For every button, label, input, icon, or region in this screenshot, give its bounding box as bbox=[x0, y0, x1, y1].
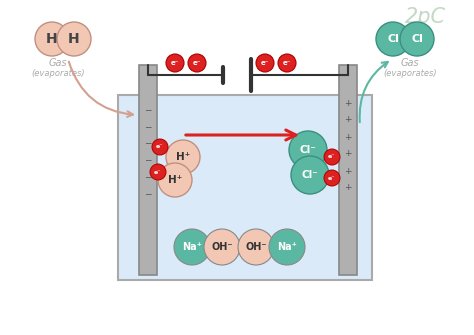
Text: −: − bbox=[144, 138, 152, 147]
Text: Cl⁻: Cl⁻ bbox=[300, 145, 316, 155]
Text: Gas: Gas bbox=[49, 58, 67, 68]
Text: e⁻: e⁻ bbox=[328, 154, 336, 159]
Text: +: + bbox=[344, 116, 352, 125]
Circle shape bbox=[289, 131, 327, 169]
Text: +: + bbox=[344, 166, 352, 176]
Text: +: + bbox=[344, 98, 352, 108]
Bar bbox=[339, 65, 357, 275]
Bar bbox=[118, 95, 372, 280]
Circle shape bbox=[278, 54, 296, 72]
Text: +: + bbox=[344, 149, 352, 158]
Text: H⁺: H⁺ bbox=[176, 152, 190, 162]
Text: Cl: Cl bbox=[411, 34, 423, 44]
Text: +: + bbox=[344, 133, 352, 141]
Circle shape bbox=[256, 54, 274, 72]
Circle shape bbox=[35, 22, 69, 56]
Text: e⁻: e⁻ bbox=[261, 60, 269, 66]
Text: Cl⁻: Cl⁻ bbox=[301, 170, 319, 180]
Text: +: + bbox=[344, 184, 352, 193]
Text: (evaporates): (evaporates) bbox=[31, 68, 85, 77]
Text: −: − bbox=[144, 155, 152, 164]
Text: −: − bbox=[144, 190, 152, 199]
Circle shape bbox=[158, 163, 192, 197]
Text: 2pC: 2pC bbox=[404, 7, 446, 27]
Circle shape bbox=[150, 164, 166, 180]
Circle shape bbox=[400, 22, 434, 56]
Bar bbox=[139, 65, 157, 275]
Circle shape bbox=[238, 229, 274, 265]
Circle shape bbox=[204, 229, 240, 265]
Circle shape bbox=[174, 229, 210, 265]
FancyArrowPatch shape bbox=[69, 62, 133, 117]
Text: e⁻: e⁻ bbox=[154, 170, 162, 175]
Circle shape bbox=[57, 22, 91, 56]
Circle shape bbox=[291, 156, 329, 194]
Text: OH⁻: OH⁻ bbox=[245, 242, 267, 252]
Text: H: H bbox=[68, 32, 80, 46]
Text: (evaporates): (evaporates) bbox=[383, 68, 437, 77]
Text: Na⁺: Na⁺ bbox=[182, 242, 202, 252]
FancyArrowPatch shape bbox=[360, 62, 388, 122]
Text: H: H bbox=[46, 32, 58, 46]
Text: Gas: Gas bbox=[401, 58, 419, 68]
Circle shape bbox=[152, 139, 168, 155]
Text: e⁻: e⁻ bbox=[156, 144, 164, 149]
Text: −: − bbox=[144, 106, 152, 115]
Text: e⁻: e⁻ bbox=[328, 176, 336, 181]
Circle shape bbox=[188, 54, 206, 72]
Text: e⁻: e⁻ bbox=[193, 60, 201, 66]
Circle shape bbox=[166, 140, 200, 174]
Text: e⁻: e⁻ bbox=[171, 60, 179, 66]
Text: H⁺: H⁺ bbox=[168, 175, 182, 185]
Text: −: − bbox=[144, 173, 152, 182]
Text: Na⁺: Na⁺ bbox=[277, 242, 297, 252]
Text: OH⁻: OH⁻ bbox=[211, 242, 233, 252]
Circle shape bbox=[269, 229, 305, 265]
Circle shape bbox=[324, 170, 340, 186]
Circle shape bbox=[324, 149, 340, 165]
Text: Cl: Cl bbox=[387, 34, 399, 44]
Circle shape bbox=[166, 54, 184, 72]
Circle shape bbox=[376, 22, 410, 56]
Text: e⁻: e⁻ bbox=[283, 60, 291, 66]
Text: −: − bbox=[144, 123, 152, 132]
